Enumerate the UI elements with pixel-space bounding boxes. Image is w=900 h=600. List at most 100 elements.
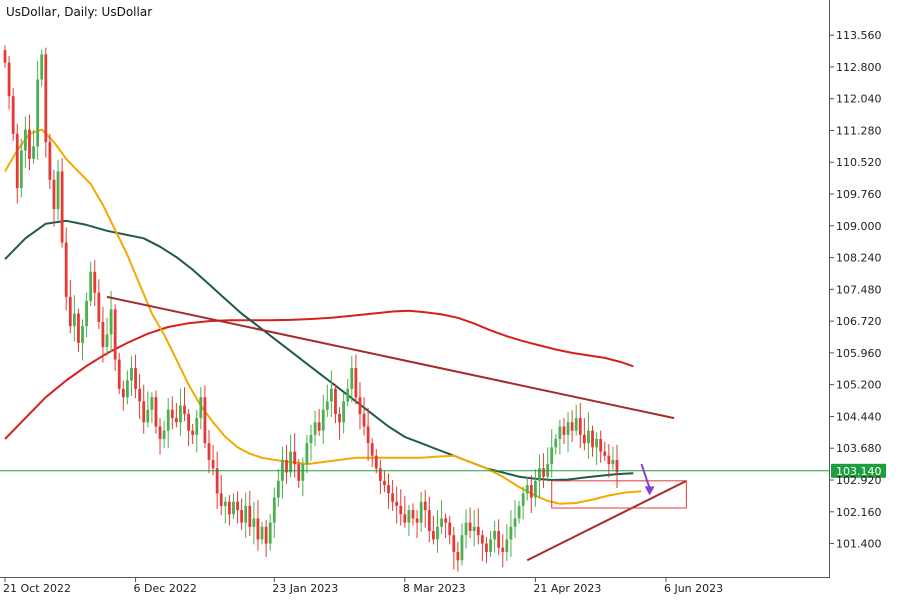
candle-body <box>166 409 170 431</box>
candle-body <box>195 418 199 435</box>
candle-body <box>64 242 68 297</box>
candle-body <box>587 430 590 444</box>
candle-body <box>538 468 541 481</box>
candle-body <box>191 430 195 435</box>
ema-slow-line <box>4 309 634 440</box>
x-tick-label: 23 Jan 2023 <box>272 582 338 595</box>
candle-body <box>472 526 476 532</box>
candle-body <box>109 309 113 335</box>
y-tick-label: 102.920 <box>836 474 882 487</box>
y-tick-label: 109.760 <box>836 188 882 201</box>
y-tick-label: 106.720 <box>836 315 882 328</box>
candle-body <box>105 334 109 348</box>
candle-body <box>219 493 223 506</box>
support-zone <box>551 480 687 509</box>
candle-body <box>325 401 329 410</box>
candle-body <box>81 326 84 343</box>
y-tick-label: 107.480 <box>836 283 882 296</box>
candle-body <box>252 518 256 527</box>
y-tick-label: 110.520 <box>836 156 882 169</box>
y-tick-label: 109.000 <box>836 220 882 233</box>
candle-body <box>48 142 52 180</box>
candle-body <box>11 96 15 134</box>
candle-body <box>215 468 219 494</box>
y-tick-label: 105.960 <box>836 347 882 360</box>
y-tick-label: 113.560 <box>836 29 882 42</box>
candle-body <box>497 531 501 548</box>
candle-body <box>395 501 399 506</box>
candle-body <box>317 422 321 431</box>
y-tick-label: 104.440 <box>836 410 882 423</box>
candle-body <box>97 292 101 322</box>
candle-body <box>403 514 407 523</box>
candle-body <box>72 313 76 327</box>
candle-body <box>599 439 603 452</box>
candle-body <box>419 501 423 523</box>
candle-body <box>162 430 166 440</box>
candle-body <box>207 443 211 460</box>
candle-body <box>562 426 566 435</box>
candle-body <box>468 522 472 532</box>
y-tick-label: 108.240 <box>836 252 882 265</box>
candle-body <box>40 54 44 80</box>
candle-body <box>464 522 468 536</box>
candle-body <box>36 79 40 147</box>
candle-body <box>452 535 456 552</box>
candle-body <box>15 133 19 189</box>
candle-body <box>423 501 427 511</box>
candle-body <box>260 526 264 540</box>
candle-body <box>362 413 366 427</box>
candle-body <box>28 129 31 159</box>
candle-body <box>276 480 280 498</box>
candle-body <box>32 146 35 159</box>
x-tick-label: 21 Apr 2023 <box>533 582 601 595</box>
candle-body <box>501 547 505 552</box>
candle-body <box>203 397 207 444</box>
candle-body <box>183 405 186 414</box>
candle-body <box>146 409 150 423</box>
candle-body <box>117 359 121 389</box>
candle-body <box>134 367 137 389</box>
candle-body <box>370 443 374 456</box>
current-price-tag <box>831 463 886 478</box>
arrow-shaft <box>640 463 651 489</box>
candle-body <box>517 505 521 519</box>
candle-body <box>293 451 297 465</box>
candle-body <box>509 526 513 540</box>
candle-body <box>521 493 525 506</box>
candle-body <box>7 62 11 97</box>
candle-body <box>211 459 215 469</box>
candle-body <box>493 531 496 540</box>
candle-body <box>77 313 80 343</box>
candle-body <box>56 171 60 210</box>
y-tick-label: 105.200 <box>836 379 882 392</box>
candle-body <box>578 418 582 435</box>
candle-body <box>529 485 533 498</box>
x-tick-label: 6 Dec 2022 <box>134 582 197 595</box>
candle-body <box>334 388 337 414</box>
candle-body <box>121 388 125 398</box>
candle-body <box>297 464 301 481</box>
candle-body <box>244 505 248 523</box>
candle-body <box>456 551 460 561</box>
candle-body <box>256 518 260 540</box>
candle-body <box>582 434 586 444</box>
candle-body <box>489 539 492 552</box>
candle-body <box>346 388 350 402</box>
candle-body <box>611 459 615 465</box>
candle-body <box>387 485 390 494</box>
candle-body <box>223 501 227 506</box>
candle-body <box>330 388 333 402</box>
candle-body <box>232 501 235 515</box>
candle-body <box>3 50 7 63</box>
candle-body <box>301 464 305 481</box>
x-tick-label: 6 Jun 2023 <box>664 582 723 595</box>
candle-body <box>170 409 174 419</box>
candle-body <box>570 422 574 431</box>
candle-body <box>89 271 93 302</box>
candle-body <box>554 439 558 448</box>
y-tick-label: 111.280 <box>836 124 882 137</box>
candle-body <box>378 468 382 481</box>
chart-title: UsDollar, Daily: UsDollar <box>6 5 152 19</box>
candle-body <box>338 413 341 423</box>
